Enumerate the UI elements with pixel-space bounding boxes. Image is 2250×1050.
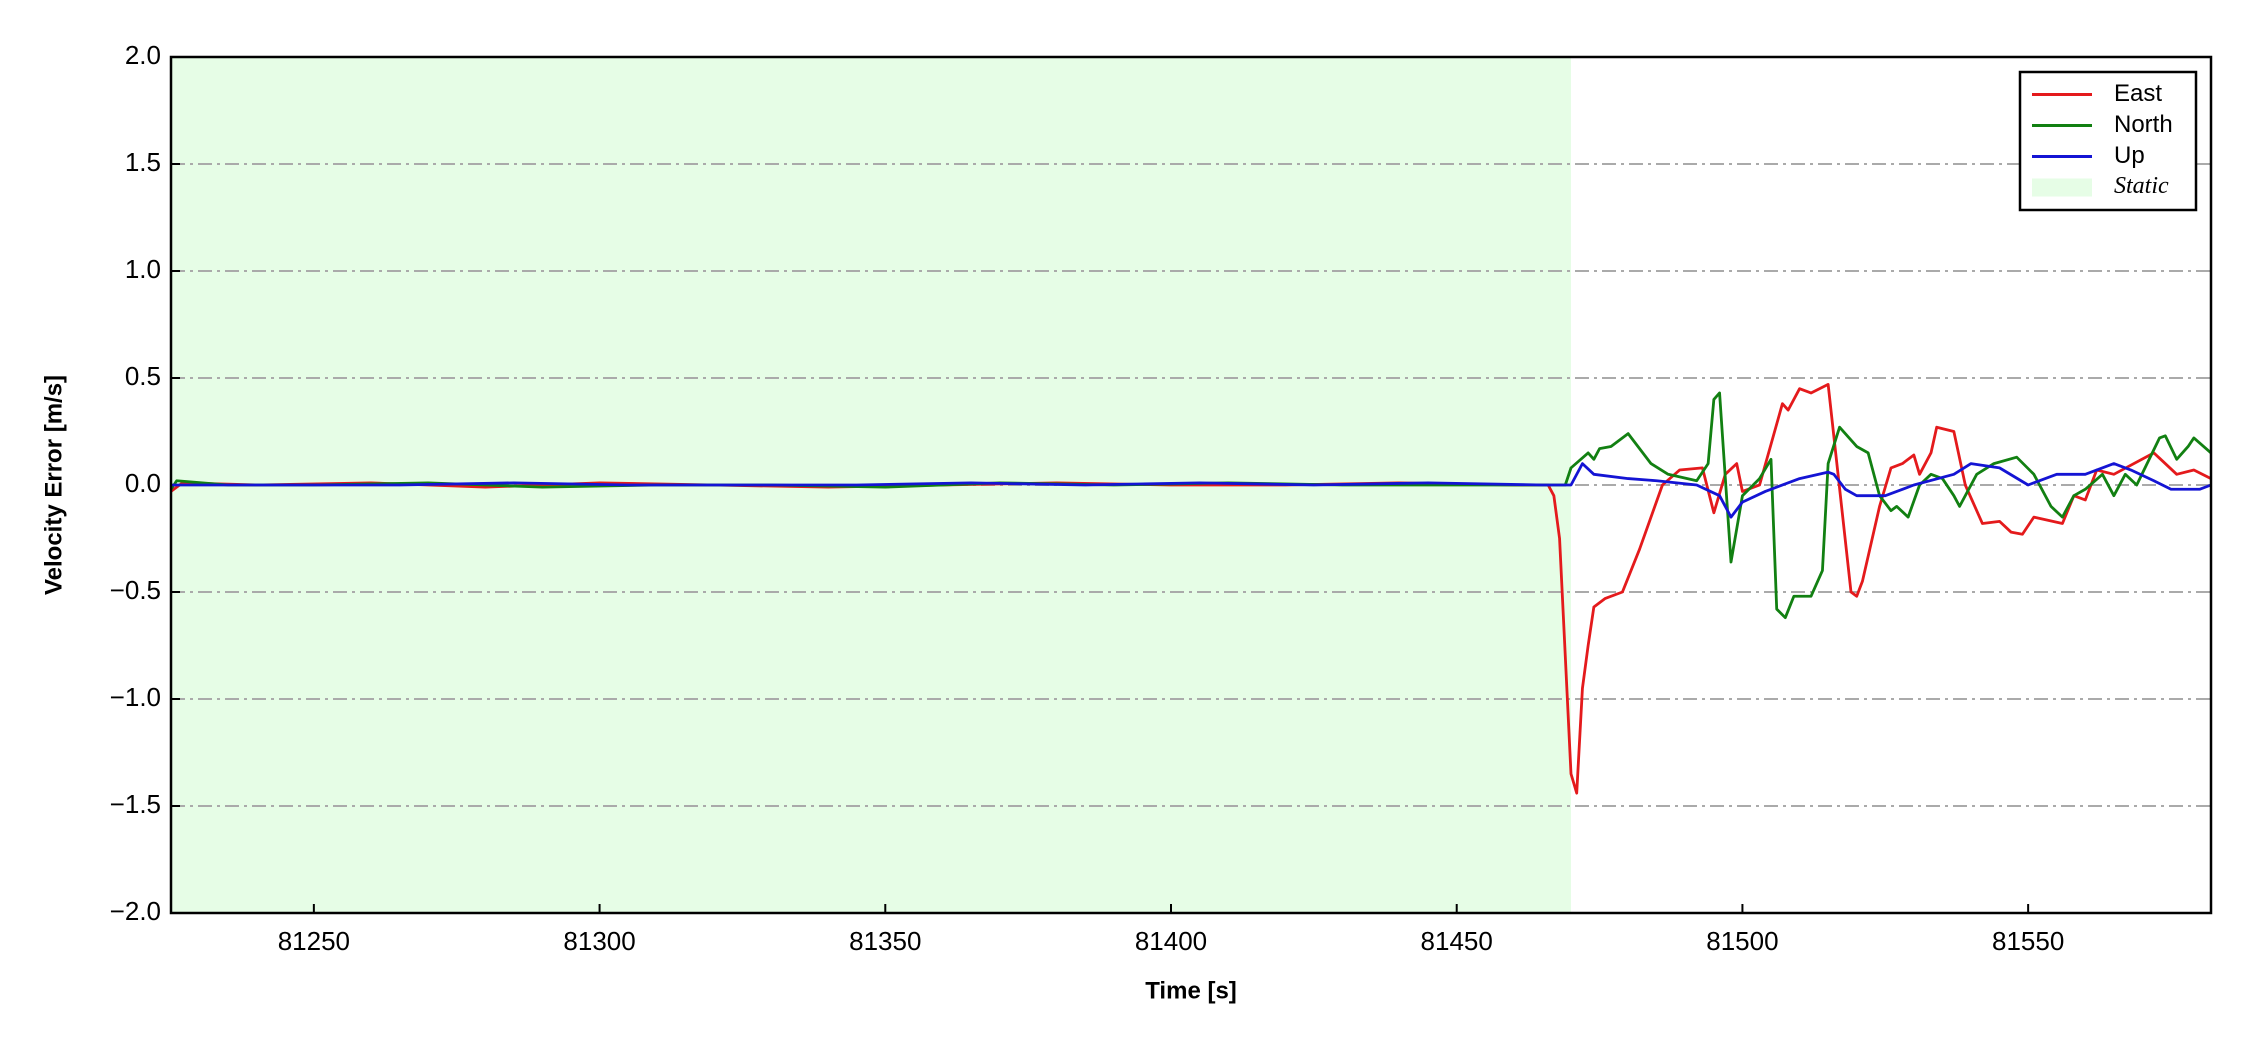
x-tick-label: 81400: [1135, 926, 1207, 956]
y-tick-label: 2.0: [125, 40, 161, 70]
x-tick-label: 81250: [278, 926, 350, 956]
y-tick-label: 0.0: [125, 468, 161, 498]
legend-swatch: [2032, 178, 2092, 197]
x-tick-label: 81350: [849, 926, 921, 956]
y-tick-label: 1.0: [125, 254, 161, 284]
y-axis-label: Velocity Error [m/s]: [40, 375, 67, 595]
x-tick-label: 81300: [563, 926, 635, 956]
series-line: [171, 462, 2212, 519]
legend-label: North: [2114, 111, 2173, 138]
legend: East North Up Static: [2018, 70, 2198, 212]
x-tick-label: 81500: [1706, 926, 1778, 956]
legend-label: East: [2114, 80, 2162, 107]
y-tick-label: 0.5: [125, 361, 161, 391]
x-axis-label: Time [s]: [1145, 977, 1237, 1004]
x-tick-label: 81550: [1992, 926, 2064, 956]
y-tick-label: −1.5: [110, 789, 161, 819]
y-tick-label: −1.0: [110, 682, 161, 712]
x-tick-label: 81450: [1421, 926, 1493, 956]
y-tick-label: 1.5: [125, 147, 161, 177]
y-tick-label: −2.0: [110, 896, 161, 926]
legend-label: Up: [2114, 142, 2145, 169]
legend-label: Static: [2114, 173, 2169, 199]
plot-frame: [169, 55, 2213, 915]
y-tick-label: −0.5: [110, 575, 161, 605]
